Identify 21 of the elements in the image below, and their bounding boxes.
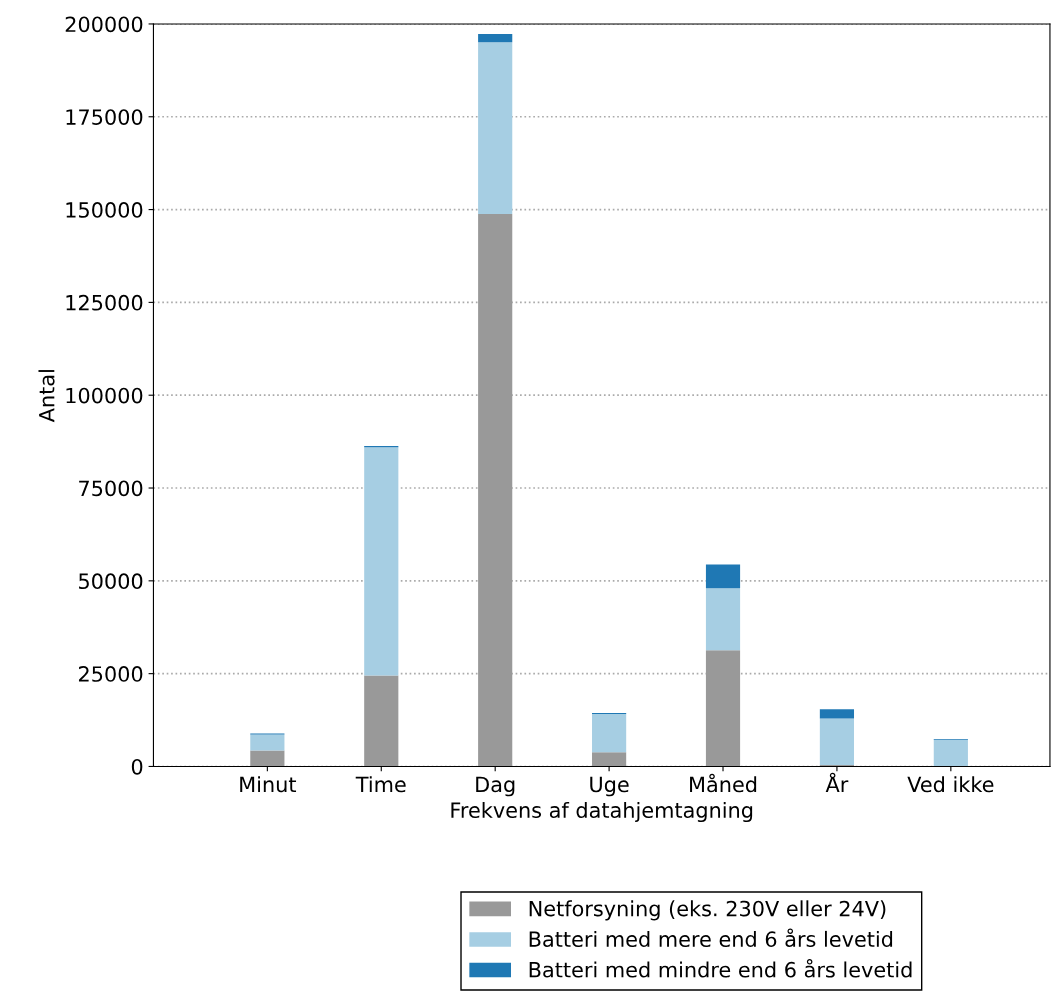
y-tick-label: 200000 [65, 16, 143, 33]
y-tick-label: 125000 [66, 294, 143, 311]
y-tick-label: 175000 [66, 109, 143, 125]
x-tick-label: Måned [690, 773, 757, 793]
y-tick-label: 25000 [78, 666, 143, 682]
x-tick-label: År [825, 772, 849, 793]
x-tick-label: Ved ikke [907, 776, 994, 793]
y-tick-label: 100000 [66, 387, 143, 404]
y-tick-label: 75000 [79, 480, 143, 497]
y-tick-label: 50000 [79, 573, 143, 590]
y-tick-label: 150000 [66, 202, 143, 218]
y-axis-title: Antal [38, 370, 55, 423]
x-tick-label: Time [355, 776, 406, 793]
x-tick-label: Minut [240, 776, 297, 793]
x-tick-label: Dag [476, 776, 515, 797]
y-tick-label: 0 [131, 758, 143, 775]
legend-label: Netforsyning (eks. 230V eller 24V) [529, 900, 886, 921]
legend-label: Batteri med mindre end 6 års levetid [529, 959, 912, 978]
legend-label: Batteri med mere end 6 års levetid [529, 928, 893, 948]
x-tick-label: Uge [590, 776, 629, 797]
x-axis-title: Frekvens af datahjemtagning [451, 801, 753, 823]
